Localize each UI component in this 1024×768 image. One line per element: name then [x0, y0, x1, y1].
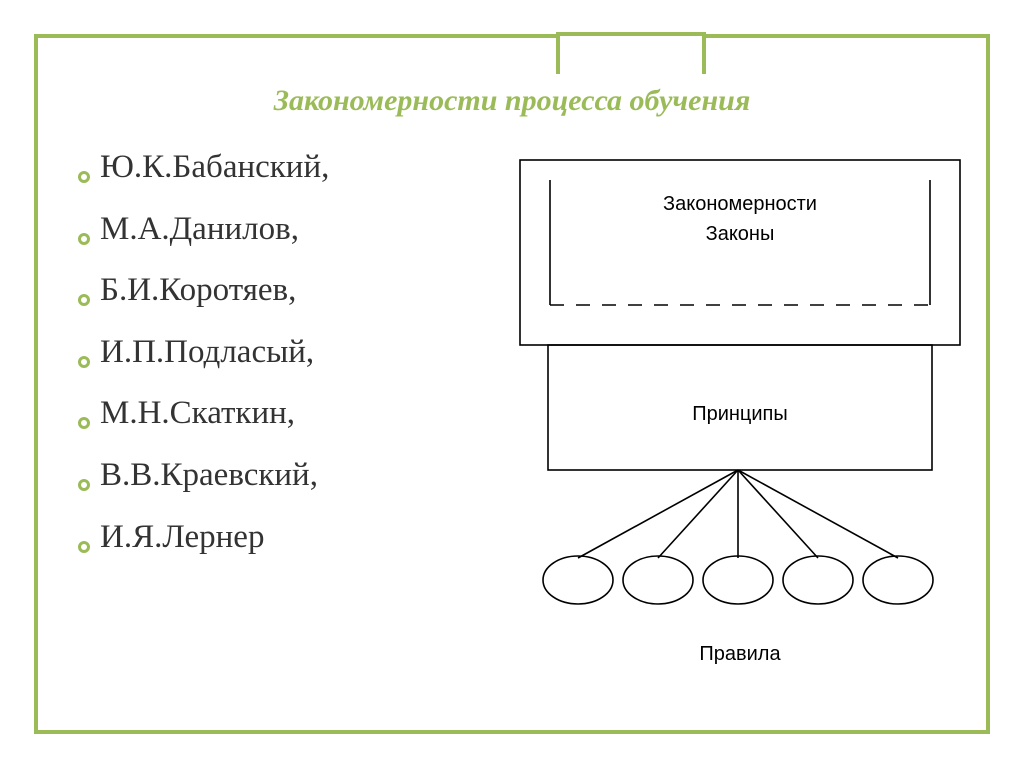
label-top1: Закономерности — [663, 193, 817, 215]
rule-ellipse — [543, 556, 613, 604]
fan-line — [738, 470, 898, 558]
list-item: Ю.К.Бабанский, — [78, 148, 508, 188]
authors-list: Ю.К.Бабанский, М.А.Данилов, Б.И.Коротяев… — [78, 148, 508, 579]
frame-tab — [556, 32, 706, 74]
fan-line — [658, 470, 738, 558]
rule-ellipse — [623, 556, 693, 604]
diagram-svg: Закономерности Законы Принципы Правила — [500, 160, 980, 680]
list-item: М.Н.Скаткин, — [78, 394, 508, 434]
bullet-icon — [78, 541, 90, 553]
bullet-icon — [78, 294, 90, 306]
bullet-icon — [78, 479, 90, 491]
rule-ellipse — [783, 556, 853, 604]
label-top2: Законы — [706, 223, 775, 245]
list-item-label: М.А.Данилов, — [100, 210, 299, 250]
fan-line — [578, 470, 738, 558]
list-item: В.В.Краевский, — [78, 456, 508, 496]
rule-ellipse — [703, 556, 773, 604]
list-item-label: Б.И.Коротяев, — [100, 271, 296, 311]
list-item-label: И.П.Подласый, — [100, 333, 314, 373]
list-item-label: И.Я.Лернер — [100, 518, 264, 558]
list-item-label: М.Н.Скаткин, — [100, 394, 295, 434]
list-item: И.Я.Лернер — [78, 518, 508, 558]
bullet-icon — [78, 356, 90, 368]
hierarchy-diagram: Закономерности Законы Принципы Правила — [500, 160, 980, 680]
label-middle: Принципы — [692, 403, 788, 425]
bullet-icon — [78, 171, 90, 183]
list-item: Б.И.Коротяев, — [78, 271, 508, 311]
list-item-label: Ю.К.Бабанский, — [100, 148, 329, 188]
slide-title: Закономерности процесса обучения — [0, 84, 1024, 118]
list-item: М.А.Данилов, — [78, 210, 508, 250]
slide: Закономерности процесса обучения Ю.К.Баб… — [0, 0, 1024, 768]
bullet-icon — [78, 417, 90, 429]
rule-ellipse — [863, 556, 933, 604]
top-box — [520, 160, 960, 345]
label-bottom: Правила — [699, 643, 781, 665]
list-item-label: В.В.Краевский, — [100, 456, 318, 496]
bullet-icon — [78, 233, 90, 245]
fan-line — [738, 470, 818, 558]
list-item: И.П.Подласый, — [78, 333, 508, 373]
